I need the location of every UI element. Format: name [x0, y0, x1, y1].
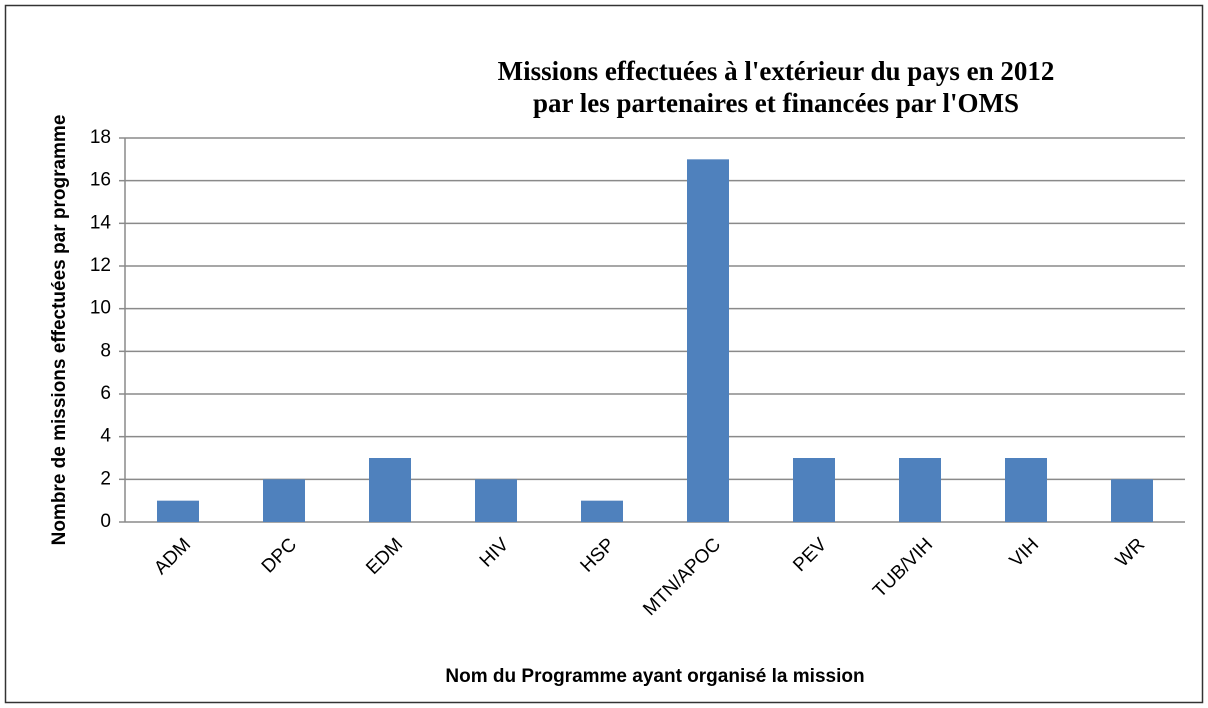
bar — [157, 500, 199, 522]
bar — [899, 458, 941, 522]
y-axis-label: Nombre de missions effectuées par progra… — [49, 115, 70, 546]
bar — [1005, 458, 1047, 522]
bar — [369, 458, 411, 522]
x-tick-label: HSP — [577, 534, 619, 576]
x-axis-label: Nom du Programme ayant organisé la missi… — [445, 666, 864, 687]
x-tick-label: VIH — [1006, 534, 1043, 571]
x-tick-label: HIV — [476, 534, 513, 571]
y-tick-label: 6 — [100, 383, 111, 404]
bar — [1111, 479, 1153, 522]
y-tick-label: 0 — [100, 511, 111, 532]
bar — [475, 479, 517, 522]
bar — [581, 500, 623, 522]
x-tick-label: TUB/VIH — [869, 534, 937, 602]
y-tick-label: 16 — [90, 170, 111, 191]
x-tick-label: ADM — [150, 534, 195, 579]
x-tick-label: WR — [1112, 534, 1149, 571]
chart-title: par les partenaires et financées par l'O… — [533, 88, 1019, 118]
y-tick-label: 2 — [100, 468, 111, 489]
bar — [263, 479, 305, 522]
y-tick-label: 18 — [90, 127, 111, 148]
y-tick-label: 10 — [90, 298, 111, 319]
y-tick-label: 4 — [100, 426, 111, 447]
y-tick-label: 14 — [90, 212, 112, 233]
x-tick-label: EDM — [362, 534, 407, 579]
y-tick-label: 12 — [90, 255, 111, 276]
x-tick-label: DPC — [258, 534, 301, 577]
frame — [4, 4, 1204, 704]
chart-title: Missions effectuées à l'extérieur du pay… — [498, 56, 1055, 86]
y-tick-label: 8 — [100, 340, 111, 361]
bar — [687, 159, 729, 523]
x-tick-label: MTN/APOC — [639, 534, 725, 620]
x-tick-label: PEV — [789, 534, 831, 576]
bar — [793, 458, 835, 522]
